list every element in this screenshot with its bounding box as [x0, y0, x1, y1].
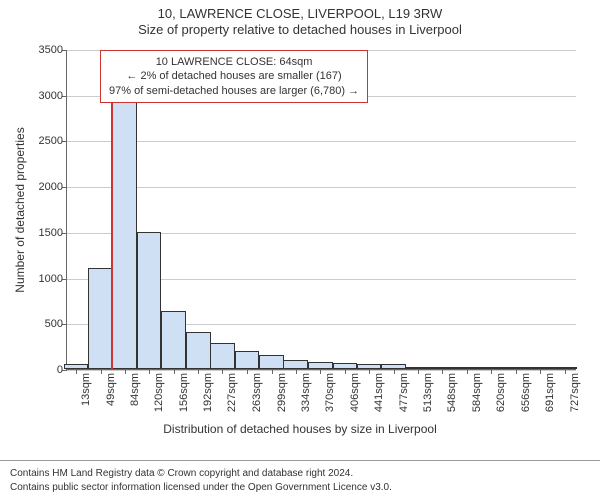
- annotation-line-2: ← 2% of detached houses are smaller (167…: [109, 69, 359, 83]
- xtick-label: 156sqm: [178, 373, 190, 412]
- xtick-mark: [516, 369, 517, 374]
- xtick-label: 84sqm: [129, 373, 141, 406]
- title-line-1: 10, LAWRENCE CLOSE, LIVERPOOL, L19 3RW: [0, 6, 600, 22]
- histogram-bar: [137, 232, 162, 369]
- xtick-label: 656sqm: [520, 373, 532, 412]
- gridline: [67, 141, 576, 142]
- xtick-mark: [247, 369, 248, 374]
- ytick-label: 3500: [39, 44, 67, 56]
- xtick-label: 513sqm: [422, 373, 434, 412]
- xtick-mark: [125, 369, 126, 374]
- ytick-label: 3000: [39, 90, 67, 102]
- histogram-bar: [259, 355, 284, 369]
- chart-container: 10, LAWRENCE CLOSE, LIVERPOOL, L19 3RW S…: [0, 0, 600, 500]
- xtick-label: 727sqm: [569, 373, 581, 412]
- histogram-bar: [186, 332, 211, 369]
- histogram-bar: [283, 360, 308, 369]
- xtick-mark: [394, 369, 395, 374]
- xtick-mark: [369, 369, 370, 374]
- title-line-2: Size of property relative to detached ho…: [0, 22, 600, 38]
- xtick-label: 334sqm: [300, 373, 312, 412]
- ytick-label: 2500: [39, 135, 67, 147]
- xtick-label: 548sqm: [446, 373, 458, 412]
- xtick-mark: [101, 369, 102, 374]
- xtick-mark: [76, 369, 77, 374]
- x-axis-label: Distribution of detached houses by size …: [163, 422, 437, 436]
- xtick-label: 120sqm: [153, 373, 165, 412]
- footer-line-2: Contains public sector information licen…: [10, 481, 590, 495]
- xtick-label: 691sqm: [544, 373, 556, 412]
- ytick-label: 1500: [39, 227, 67, 239]
- gridline: [67, 370, 576, 371]
- xtick-mark: [565, 369, 566, 374]
- annotation-line-1: 10 LAWRENCE CLOSE: 64sqm: [109, 55, 359, 69]
- xtick-label: 441sqm: [373, 373, 385, 412]
- histogram-bar: [210, 343, 235, 369]
- ytick-label: 2000: [39, 181, 67, 193]
- xtick-mark: [418, 369, 419, 374]
- histogram-bar: [308, 362, 333, 369]
- xtick-mark: [222, 369, 223, 374]
- xtick-mark: [320, 369, 321, 374]
- xtick-label: 406sqm: [349, 373, 361, 412]
- xtick-label: 370sqm: [324, 373, 336, 412]
- xtick-label: 477sqm: [398, 373, 410, 412]
- xtick-label: 192sqm: [202, 373, 214, 412]
- xtick-mark: [174, 369, 175, 374]
- xtick-label: 227sqm: [226, 373, 238, 412]
- footer: Contains HM Land Registry data © Crown c…: [0, 460, 600, 500]
- gridline: [67, 187, 576, 188]
- xtick-mark: [491, 369, 492, 374]
- histogram-bar: [161, 311, 186, 369]
- ytick-label: 500: [45, 318, 67, 330]
- xtick-mark: [272, 369, 273, 374]
- histogram-bar: [112, 95, 137, 369]
- xtick-mark: [345, 369, 346, 374]
- xtick-label: 584sqm: [471, 373, 483, 412]
- xtick-label: 620sqm: [495, 373, 507, 412]
- annotation-line-3: 97% of semi-detached houses are larger (…: [109, 84, 359, 98]
- xtick-mark: [442, 369, 443, 374]
- title-block: 10, LAWRENCE CLOSE, LIVERPOOL, L19 3RW S…: [0, 0, 600, 39]
- xtick-mark: [540, 369, 541, 374]
- histogram-bar: [88, 268, 113, 369]
- ytick-label: 1000: [39, 273, 67, 285]
- xtick-mark: [296, 369, 297, 374]
- histogram-bar: [235, 351, 260, 369]
- xtick-label: 13sqm: [80, 373, 92, 406]
- footer-line-1: Contains HM Land Registry data © Crown c…: [10, 467, 590, 481]
- y-axis-label: Number of detached properties: [13, 127, 27, 292]
- annotation-box: 10 LAWRENCE CLOSE: 64sqm ← 2% of detache…: [100, 50, 368, 103]
- xtick-mark: [149, 369, 150, 374]
- xtick-label: 49sqm: [105, 373, 117, 406]
- xtick-label: 263sqm: [251, 373, 263, 412]
- xtick-mark: [467, 369, 468, 374]
- xtick-label: 299sqm: [276, 373, 288, 412]
- xtick-mark: [198, 369, 199, 374]
